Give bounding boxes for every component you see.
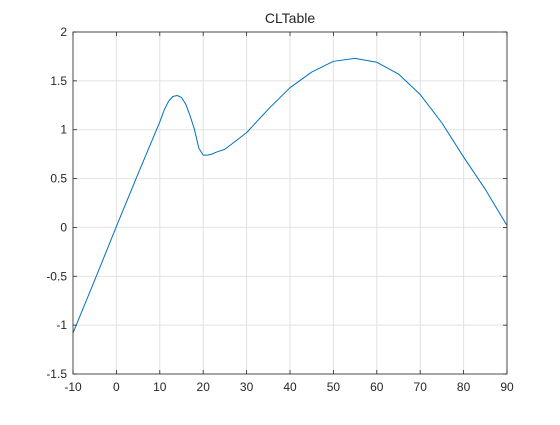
- y-tick-label: -1.5: [46, 367, 67, 381]
- y-tick-label: 2: [60, 25, 67, 39]
- y-tick-label: 1: [60, 123, 67, 137]
- x-tick-label: 10: [153, 380, 167, 394]
- x-tick-label: 70: [414, 380, 428, 394]
- y-tick-label: 0: [60, 220, 67, 234]
- y-tick-label: -1: [56, 318, 67, 332]
- x-tick-label: 0: [113, 380, 120, 394]
- x-tick-label: 80: [457, 380, 471, 394]
- y-tick-label: 1.5: [50, 74, 67, 88]
- x-tick-label: 40: [283, 380, 297, 394]
- y-tick-label: 0.5: [50, 172, 67, 186]
- x-tick-label: 50: [327, 380, 341, 394]
- x-tick-label: -10: [64, 380, 82, 394]
- x-tick-label: 60: [370, 380, 384, 394]
- x-tick-label: 20: [197, 380, 211, 394]
- ticks: [72, 31, 508, 375]
- x-tick-labels: -10 0 10 20 30 40 50 60 70 80 90: [64, 380, 514, 394]
- x-tick-label: 30: [240, 380, 254, 394]
- chart-title: CLTable: [265, 10, 316, 26]
- x-tick-label: 90: [500, 380, 514, 394]
- series-layer: [72, 57, 508, 334]
- y-tick-label: -0.5: [46, 269, 67, 283]
- series-line: [72, 57, 508, 334]
- y-tick-labels: -1.5 -1 -0.5 0 0.5 1 1.5 2: [46, 25, 67, 381]
